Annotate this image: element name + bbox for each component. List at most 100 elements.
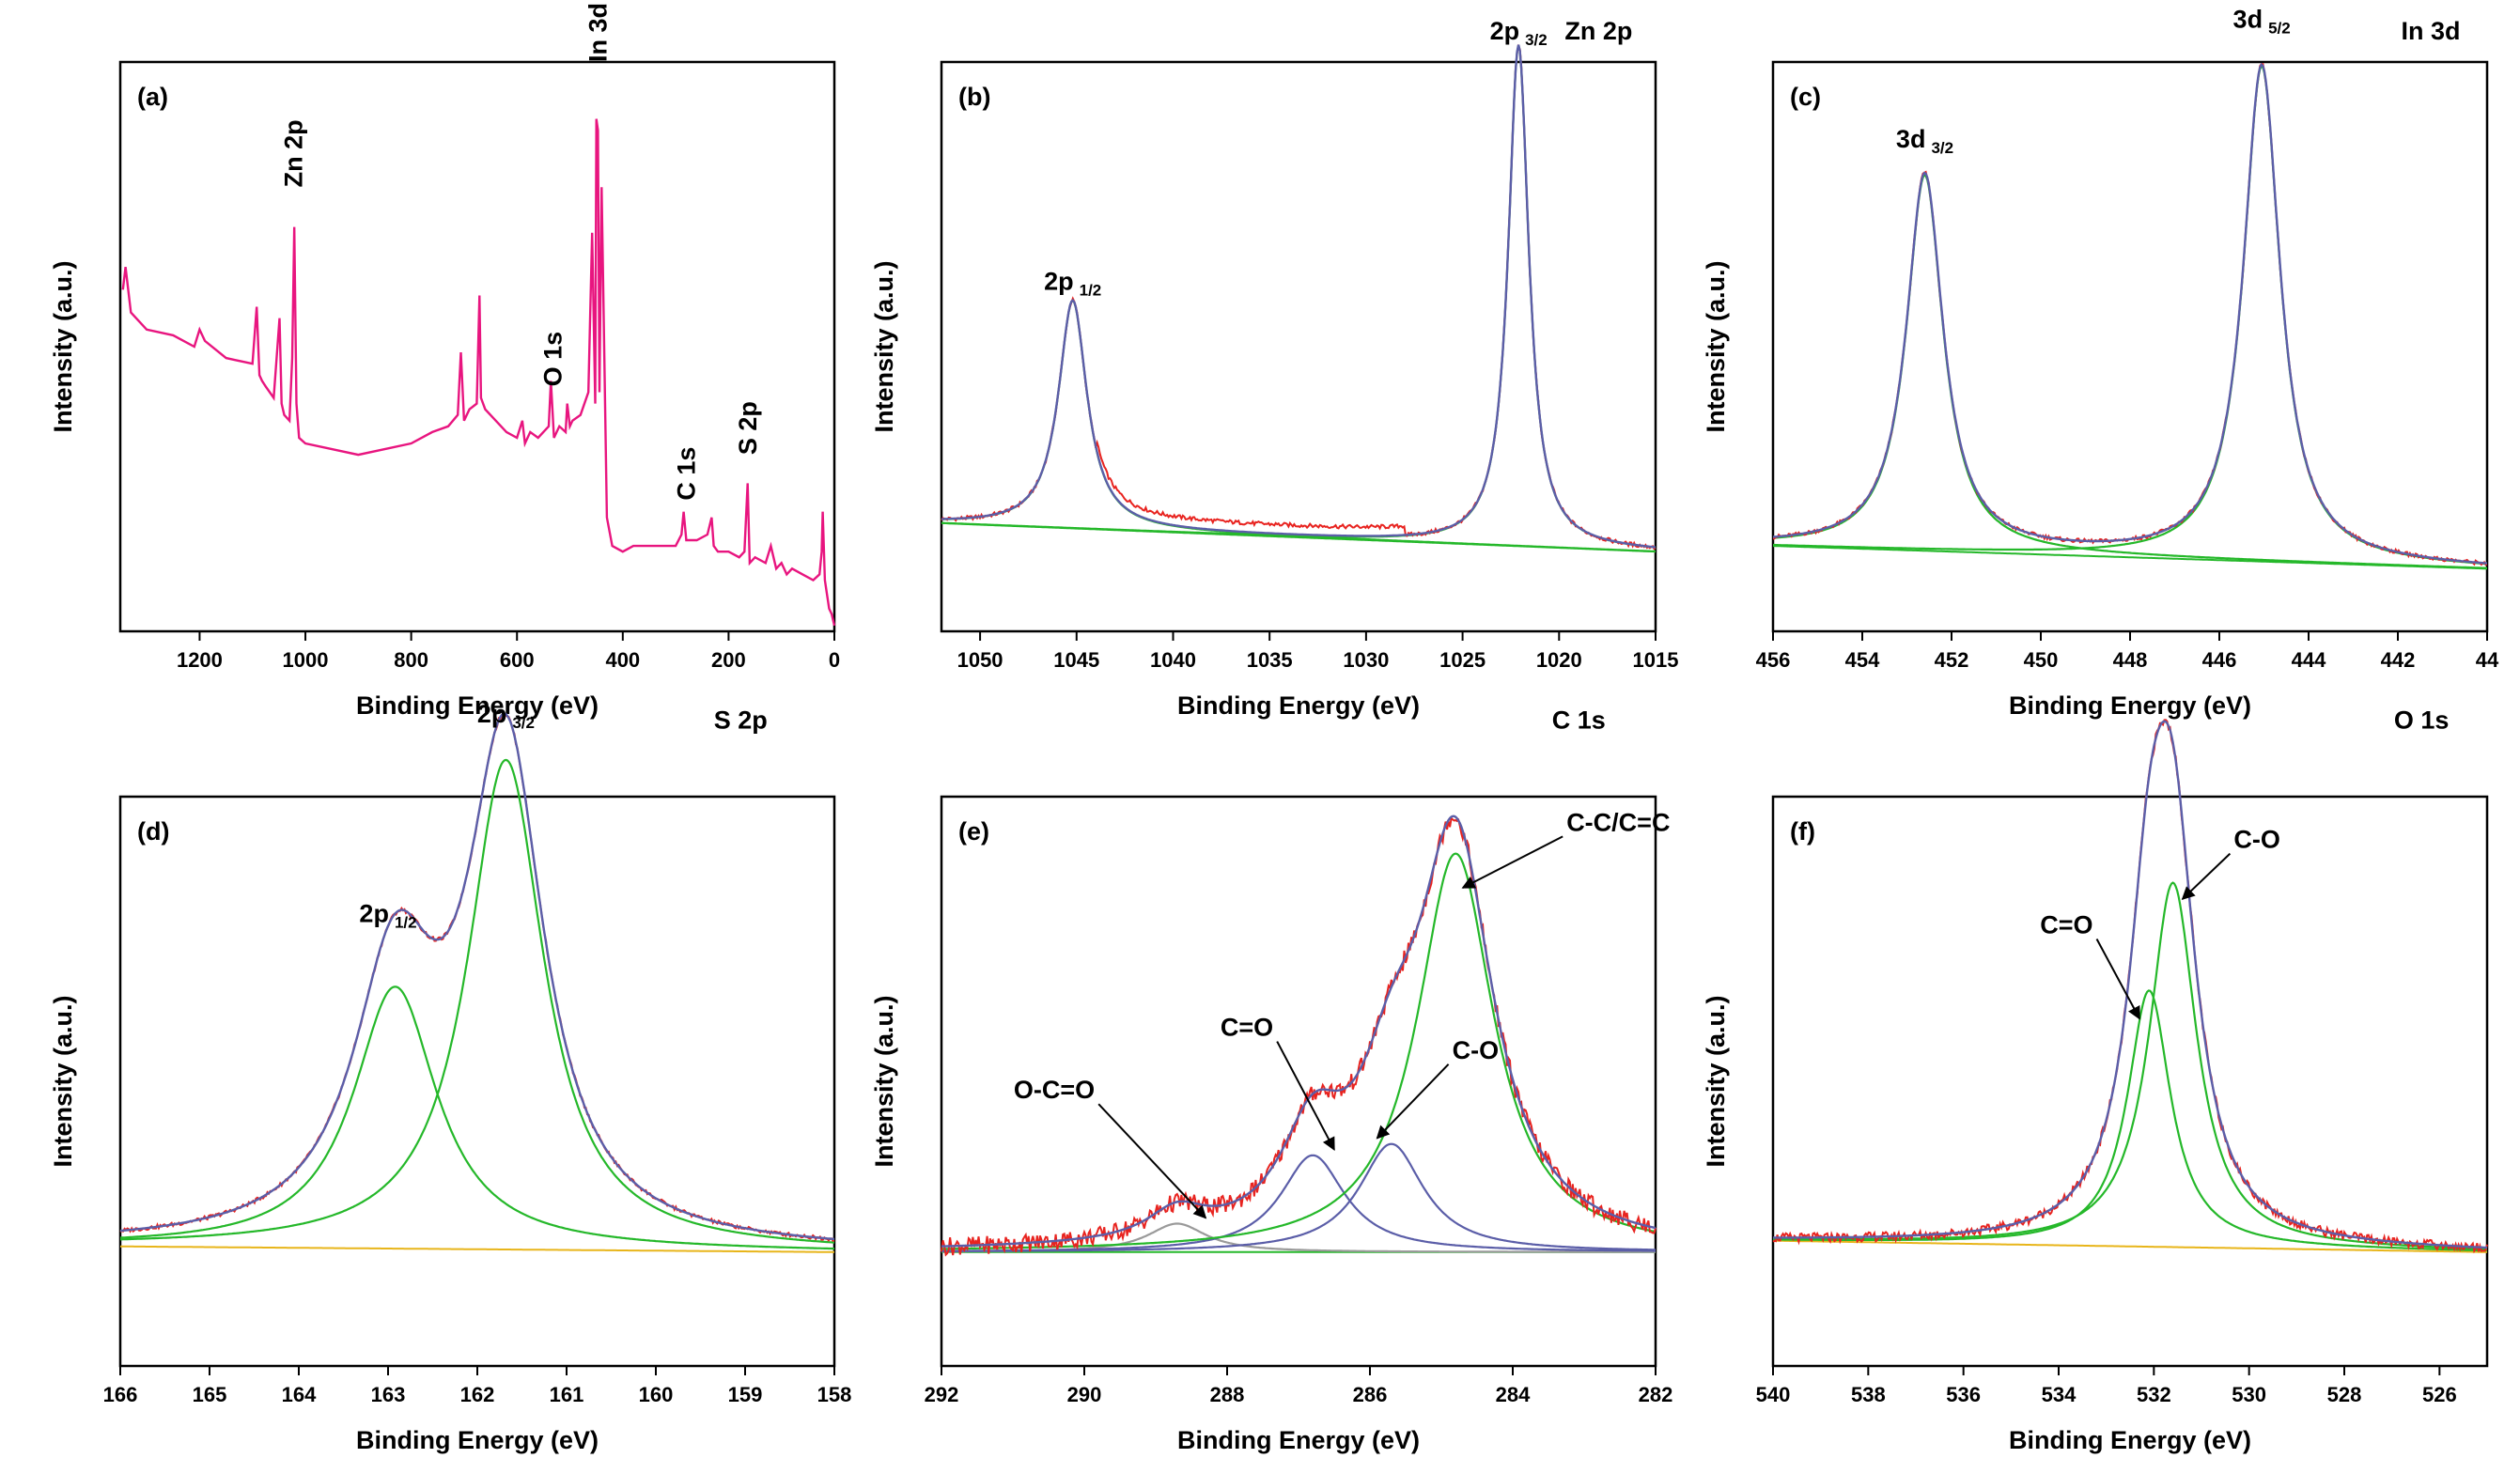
x-tick-label: 164 [282, 1383, 317, 1406]
x-tick-label: 442 [2381, 648, 2416, 672]
x-tick-label: 290 [1067, 1383, 1102, 1406]
x-tick-label: 456 [1756, 648, 1791, 672]
x-tick-label: 1025 [1439, 648, 1486, 672]
raw-spectrum [941, 816, 1657, 1257]
panel-letter: (f) [1790, 817, 1815, 846]
x-tick-label: 448 [2113, 648, 2148, 672]
x-tick-label: 1200 [177, 648, 223, 672]
x-tick-label: 454 [1845, 648, 1880, 672]
x-axis-label: Binding Energy (eV) [2009, 1426, 2251, 1454]
x-tick-label: 162 [460, 1383, 495, 1406]
x-tick-label: 400 [605, 648, 640, 672]
peak-label: S 2p [734, 401, 762, 455]
background-line [1773, 1239, 2487, 1253]
annotation-label: C-O [1453, 1036, 1500, 1064]
fit-envelope [941, 815, 1657, 1248]
x-tick-label: 450 [2024, 648, 2059, 672]
x-tick-label: 200 [711, 648, 746, 672]
x-axis-label: Binding Energy (eV) [356, 1426, 599, 1454]
peak-label: 3d 5/2 [2233, 6, 2291, 38]
x-tick-label: 1015 [1633, 648, 1679, 672]
panel-letter: (d) [137, 817, 169, 846]
x-tick-label: 536 [1946, 1383, 1981, 1406]
component-peak [941, 852, 1657, 1250]
x-tick-label: 165 [193, 1383, 227, 1406]
fit-envelope [1772, 62, 2488, 565]
element-title: C 1s [1552, 706, 1606, 734]
panel-d: 166 165 164 163 162 161 160 159 158 Binding Energ… [49, 700, 851, 1454]
x-tick-label: 284 [1496, 1383, 1531, 1406]
panel-letter: (b) [958, 83, 990, 111]
x-tick-label: 446 [2202, 648, 2237, 672]
fit-envelope [941, 44, 1657, 549]
annotation-arrow [2095, 939, 2141, 1020]
x-axis-label: Binding Energy (eV) [2009, 691, 2251, 720]
raw-spectrum [1772, 719, 2488, 1254]
peak-label: 2p 3/2 [1490, 17, 1548, 49]
x-tick-label: 161 [550, 1383, 584, 1406]
component-peak [120, 758, 835, 1244]
annotation-arrow [1376, 1063, 1450, 1140]
panel-c: 456 454 452 450 448 446 444 442 44 Binding Energy… [1702, 6, 2499, 720]
x-tick-label: 1000 [283, 648, 329, 672]
panel-letter: (e) [958, 817, 989, 846]
x-tick-label: 444 [2292, 648, 2326, 672]
peak-label: C 1s [672, 447, 700, 501]
plot-frame [1771, 795, 2489, 1368]
x-tick-label: 1035 [1247, 648, 1293, 672]
annotation-label: O-C=O [1014, 1076, 1095, 1104]
x-tick-label: 163 [371, 1383, 406, 1406]
peak-label: 2p 1/2 [359, 899, 416, 931]
x-tick-label: 158 [817, 1383, 852, 1406]
component-peak [941, 299, 1656, 552]
peak-label: O 1s [539, 332, 568, 387]
peak-label: 3d 3/2 [1896, 125, 1953, 157]
x-axis-label: Binding Energy (eV) [356, 691, 599, 720]
component-peak [1773, 64, 2488, 566]
y-axis-label: Intensity (a.u.) [1702, 995, 1730, 1167]
annotation-arrow [1461, 835, 1563, 889]
x-tick-label: 1040 [1150, 648, 1196, 672]
panel-a: 1200 1000 800 600 400 200 0 Binding Energy (eV)… [49, 3, 840, 720]
component-peak [119, 985, 834, 1250]
peak-label: 2p 1/2 [1044, 267, 1101, 299]
x-tick-label: 534 [2042, 1383, 2077, 1406]
x-tick-label: 1030 [1343, 648, 1389, 672]
element-title: O 1s [2394, 706, 2450, 734]
raw-spectrum [1772, 63, 2488, 566]
annotation-arrow [1276, 1041, 1335, 1151]
x-tick-label: 532 [2137, 1383, 2171, 1406]
plot-frame [118, 795, 836, 1368]
survey-spectrum [121, 118, 836, 627]
x-tick-label: 538 [1851, 1383, 1886, 1406]
panel-e: 292 290 288 286 284 282 Binding Energy (eV) Int… [870, 706, 1672, 1454]
annotation-label: C-O [2233, 826, 2280, 854]
x-tick-label: 540 [1756, 1383, 1791, 1406]
component-peak [1773, 989, 2488, 1252]
x-tick-label: 800 [394, 648, 428, 672]
x-axis-label: Binding Energy (eV) [1177, 1426, 1420, 1454]
x-tick-label: 1050 [957, 648, 1003, 672]
x-tick-label: 282 [1639, 1383, 1673, 1406]
panel-b: 1050 1045 1040 1035 1030 1025 1020 1015 Binding … [870, 17, 1678, 720]
x-tick-label: 0 [829, 648, 840, 672]
annotation-arrow [2181, 852, 2232, 901]
y-axis-label: Intensity (a.u.) [49, 995, 77, 1167]
element-title: S 2p [714, 706, 768, 734]
x-tick-label: 44 [2476, 648, 2499, 672]
x-tick-label: 286 [1353, 1383, 1388, 1406]
plot-frame [940, 60, 1657, 633]
component-peak [1772, 173, 2487, 569]
x-tick-label: 600 [500, 648, 535, 672]
x-tick-label: 530 [2232, 1383, 2266, 1406]
plot-frame [1771, 60, 2489, 633]
x-tick-label: 166 [103, 1383, 138, 1406]
background-line [119, 1245, 834, 1253]
annotation-label: C=O [2040, 911, 2092, 939]
y-axis-label: Intensity (a.u.) [1702, 260, 1730, 432]
annotation-label: C=O [1221, 1014, 1273, 1042]
annotation-arrow [1097, 1103, 1207, 1219]
y-axis-label: Intensity (a.u.) [870, 260, 898, 432]
peak-label: In 3d [583, 3, 612, 62]
